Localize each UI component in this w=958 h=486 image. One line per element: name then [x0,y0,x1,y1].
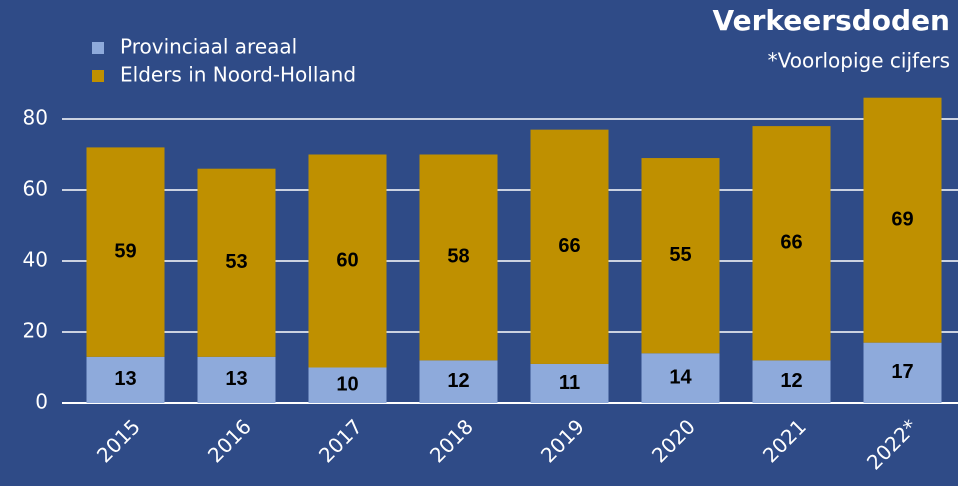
bar-segment [86,356,165,403]
data-label: 53 [225,251,247,273]
bar-segment [419,360,498,403]
bar-segment [641,158,720,354]
bar-segment [752,360,831,403]
data-label: 59 [114,240,136,262]
bar-segment [308,367,387,403]
bar-segment [197,356,276,403]
y-tick-label: 0 [35,390,48,414]
data-label: 55 [669,244,691,266]
data-label: 66 [558,235,580,257]
data-label: 17 [891,361,913,383]
data-label: 12 [780,370,802,392]
data-label: 58 [447,246,469,268]
chart-subtitle: *Voorlopige cijfers [768,49,950,73]
legend-swatch [92,70,104,82]
data-label: 12 [447,370,469,392]
bar-segment [641,353,720,403]
bar-segment [308,154,387,368]
legend-label: Provinciaal areaal [120,35,297,59]
data-label: 10 [336,374,358,396]
y-tick-label: 40 [23,248,48,272]
bar-segment [530,129,609,364]
chart-title: Verkeersdoden [712,4,950,37]
bar-segment [752,126,831,361]
bar-segment [863,342,942,403]
y-tick-label: 20 [23,319,48,343]
data-label: 69 [891,208,913,230]
y-tick-label: 80 [23,106,48,130]
data-label: 66 [780,232,802,254]
bar-segment [86,147,165,357]
legend-label: Elders in Noord-Holland [120,63,356,87]
bar-segment [863,97,942,343]
bar-segment [197,168,276,357]
data-label: 13 [225,368,247,390]
data-label: 60 [336,249,358,271]
data-label: 13 [114,368,136,390]
y-tick-label: 60 [23,177,48,201]
legend-swatch [92,42,104,54]
data-label: 14 [669,366,692,388]
data-label: 11 [559,372,580,394]
bar-segment [530,363,609,403]
bar-segment [419,154,498,361]
